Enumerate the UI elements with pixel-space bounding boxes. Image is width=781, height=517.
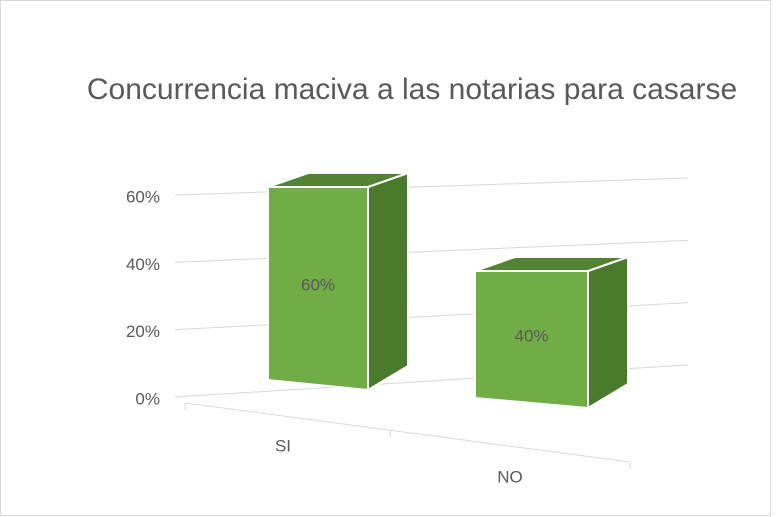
data-label: 40% (514, 326, 548, 345)
chart-title: Concurrencia maciva a las notarias para … (86, 73, 738, 106)
grid-line (174, 239, 689, 263)
bar-side (587, 255, 629, 410)
y-tick-label: 0% (135, 389, 160, 408)
x-tick-label: SI (275, 436, 291, 455)
y-tick-label: 40% (126, 255, 160, 274)
bar (474, 270, 589, 410)
bar (267, 186, 369, 392)
y-tick-label: 20% (126, 322, 160, 341)
floor-line (184, 402, 631, 463)
bar-side (367, 171, 409, 392)
x-tick-label: NO (497, 467, 523, 486)
y-tick-label: 60% (126, 187, 160, 206)
grid-line (174, 177, 689, 196)
data-label: 60% (301, 275, 335, 294)
